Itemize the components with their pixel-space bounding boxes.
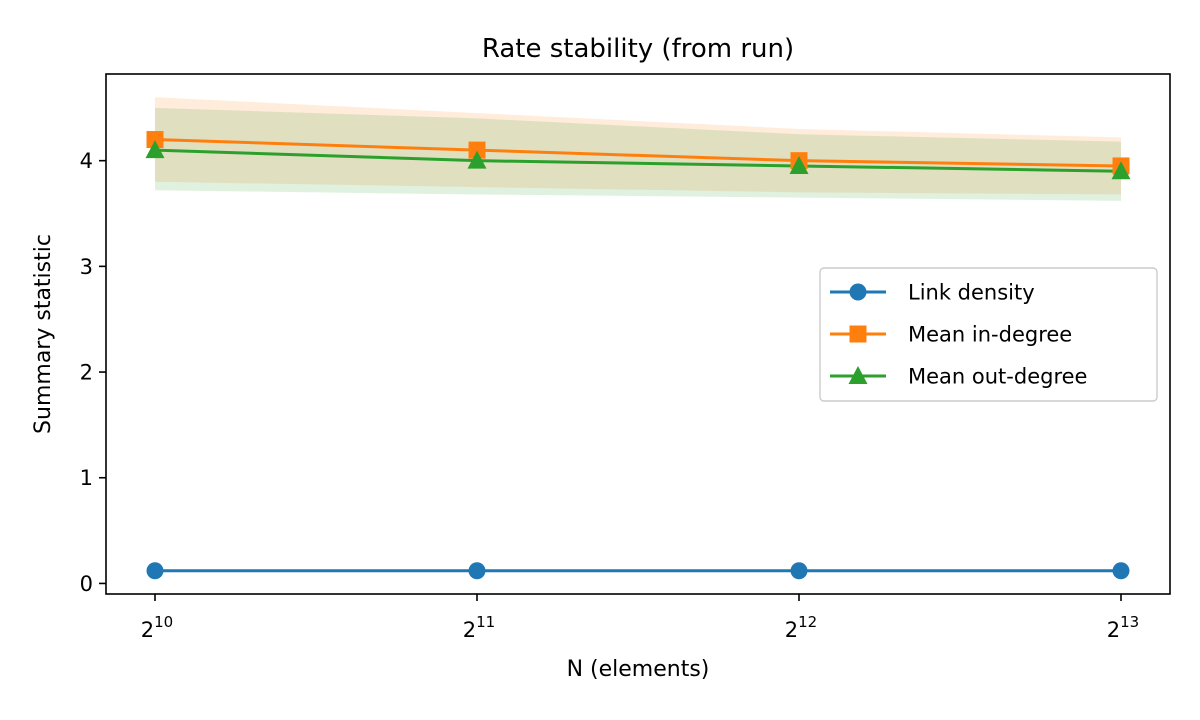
- y-tick-label-3: 3: [80, 255, 93, 279]
- band-series-1: [155, 97, 1121, 195]
- y-tick-label-1: 1: [80, 466, 93, 490]
- y-tick-label-4: 4: [80, 149, 93, 173]
- point-series-2-2: [789, 155, 809, 174]
- point-series-1-1: [468, 141, 486, 159]
- x-tick-label-0: 210: [141, 613, 173, 642]
- series-markers: [145, 131, 1131, 580]
- line-series-2: [154, 148, 1122, 173]
- legend-marker-2: [848, 366, 868, 384]
- x-tick-label-1: 211: [463, 613, 495, 642]
- x-tick-label-3: 213: [1107, 613, 1139, 642]
- legend-label-1: Mean in-degree: [908, 323, 1072, 347]
- legend-box: [819, 267, 1158, 402]
- point-series-0-2: [790, 562, 808, 580]
- point-series-1-0: [146, 131, 164, 149]
- legend-marker-0: [849, 283, 867, 301]
- x-tick-label-2: 212: [785, 613, 817, 642]
- series-lines: [154, 138, 1122, 573]
- plot-frame: [105, 73, 1171, 595]
- point-series-0-1: [468, 562, 486, 580]
- point-series-0-3: [1112, 562, 1130, 580]
- x-axis: 210 211 212 213: [141, 594, 1139, 642]
- line-series-1: [154, 138, 1122, 168]
- legend-label-2: Mean out-degree: [908, 365, 1087, 389]
- confidence-bands: [155, 97, 1121, 201]
- point-series-2-1: [467, 150, 487, 169]
- point-series-0-0: [146, 562, 164, 580]
- y-axis: 0 1 2 3 4: [80, 149, 106, 596]
- legend-label-0: Link density: [908, 281, 1035, 305]
- legend: Link density Mean in-degree Mean out-degre…: [819, 267, 1158, 402]
- y-axis-label: Summary statistic: [31, 234, 56, 434]
- y-tick-label-0: 0: [80, 572, 93, 596]
- x-axis-label: N (elements): [567, 657, 710, 682]
- point-series-2-0: [145, 140, 165, 159]
- point-series-2-3: [1111, 161, 1131, 180]
- legend-marker-1: [849, 325, 867, 343]
- y-tick-label-2: 2: [80, 361, 93, 385]
- chart-title: Rate stability (from run): [482, 34, 794, 64]
